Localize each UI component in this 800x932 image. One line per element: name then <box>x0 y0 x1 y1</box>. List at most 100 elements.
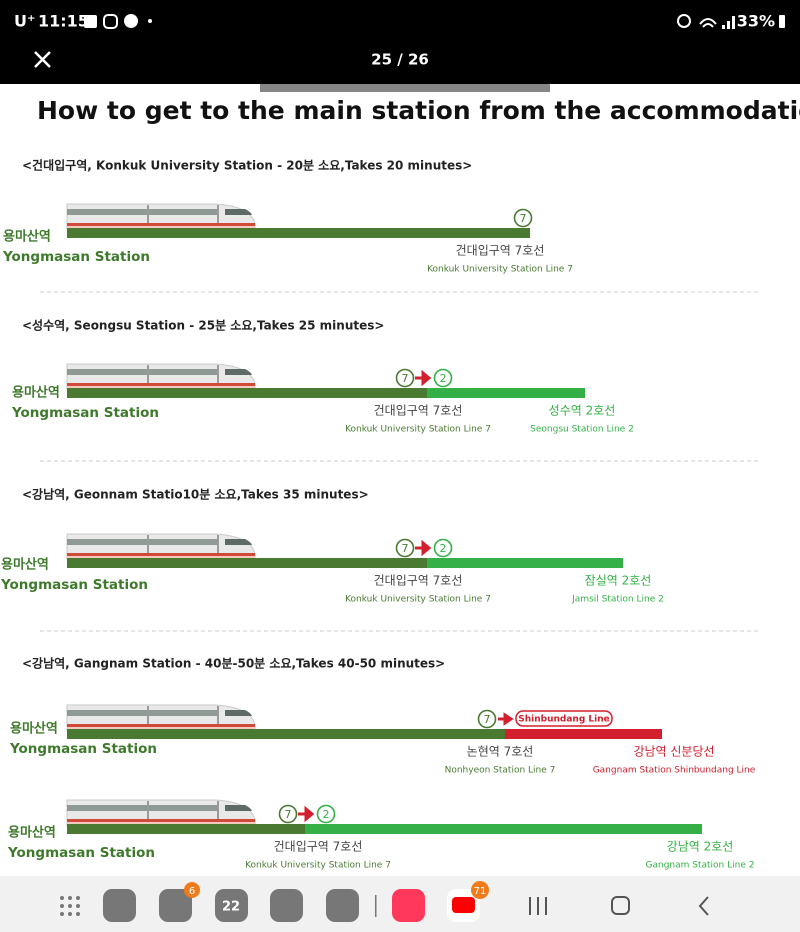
train <box>66 203 256 231</box>
line-number: 7 <box>484 713 491 726</box>
line-badge <box>433 538 453 558</box>
station-name-en: Seongsu Station Line 2 <box>530 425 634 435</box>
transfer-arrow <box>298 805 315 823</box>
station-name-en: Konkuk University Station Line 7 <box>345 595 491 605</box>
origin-name: 용마산역 <box>10 721 58 737</box>
clock: 11:15 <box>38 12 89 31</box>
line-badge <box>395 368 415 388</box>
train <box>66 704 256 732</box>
youtube-logo <box>452 897 475 913</box>
line-number: 2 <box>440 372 447 385</box>
line-segment <box>67 729 505 739</box>
origin-name-en: Yongmasan Station <box>7 845 155 861</box>
line-number: 7 <box>402 372 409 385</box>
notification-badge <box>184 882 200 898</box>
line-badge <box>433 368 453 388</box>
station-name: 논현역 7호선 <box>467 745 534 759</box>
station-name-en: Gangnam Station Line 2 <box>646 861 755 871</box>
station-name-en: Konkuk University Station Line 7 <box>245 861 391 871</box>
origin-name: 용마산역 <box>3 229 51 245</box>
line-badge <box>316 804 336 824</box>
train <box>66 533 256 561</box>
station-name-en: Konkuk University Station Line 7 <box>427 265 573 275</box>
line-segment <box>67 558 427 568</box>
station-name-en: Konkuk University Station Line 7 <box>345 425 491 435</box>
home-button[interactable] <box>611 896 630 915</box>
gallery-app[interactable] <box>270 889 303 922</box>
airbnb-app[interactable] <box>392 889 425 922</box>
origin-name: 용마산역 <box>8 825 56 841</box>
carrier: U⁺ <box>14 12 35 31</box>
section-header: <강남역, Gangnam Station - 40분-50분 소요,Takes… <box>22 656 445 671</box>
station-name: 강남역 신분당선 <box>633 745 714 759</box>
status-icon <box>722 16 735 29</box>
recents-button[interactable] <box>529 897 547 915</box>
page-counter: 25 / 26 <box>371 51 429 69</box>
station-name: 건대입구역 7호선 <box>374 574 463 588</box>
line-number: 7 <box>402 542 409 555</box>
top-bar <box>0 0 800 84</box>
status-icon <box>699 18 717 28</box>
status-icon <box>103 14 118 29</box>
transfer-arrow <box>498 712 514 726</box>
line-segment <box>67 824 305 834</box>
status-icon <box>148 19 152 23</box>
divider <box>375 895 377 917</box>
line-badge <box>513 208 533 228</box>
transfer-arrow <box>415 539 432 557</box>
transfer-arrow <box>415 369 432 387</box>
title: How to get to the main station from the … <box>37 96 800 125</box>
station-name: 잠실역 2호선 <box>585 574 652 588</box>
station-name-en: Gangnam Station Shinbundang Line <box>593 766 756 776</box>
line-badge <box>395 538 415 558</box>
close-button[interactable] <box>34 51 51 68</box>
messages-app[interactable] <box>159 889 192 922</box>
transfer-label: Shinbundang Line <box>518 715 609 725</box>
battery: 33% <box>737 12 775 31</box>
train <box>66 363 256 391</box>
line-number: 7 <box>520 212 527 225</box>
notification-badge <box>471 881 489 899</box>
app-grid[interactable] <box>60 896 80 916</box>
station-name: 건대입구역 7호선 <box>274 840 363 854</box>
back-button[interactable] <box>698 896 709 916</box>
line-badge <box>278 804 298 824</box>
camera-app[interactable] <box>326 889 359 922</box>
badge-count: 6 <box>189 886 195 897</box>
origin-name-en: Yongmasan Station <box>0 577 148 593</box>
train <box>66 799 256 827</box>
line-segment <box>67 388 427 398</box>
status-icon <box>677 14 691 28</box>
origin-name-en: Yongmasan Station <box>11 405 159 421</box>
line-segment <box>505 729 662 739</box>
line-badge <box>477 709 497 729</box>
origin-name: 용마산역 <box>1 557 49 573</box>
taskbar-icons <box>60 889 709 922</box>
battery-icon <box>779 15 785 28</box>
line-segment <box>427 388 585 398</box>
status-icon <box>124 14 138 28</box>
station-name-en: Jamsil Station Line 2 <box>571 595 664 605</box>
line-segment <box>305 824 702 834</box>
badge-count: 71 <box>474 886 487 897</box>
line-segment <box>427 558 623 568</box>
station-name: 성수역 2호선 <box>549 404 616 418</box>
line-number: 7 <box>285 808 292 821</box>
line-segment <box>67 228 530 238</box>
calendar-date: 22 <box>222 900 240 915</box>
section-header: <성수역, Seongsu Station - 25분 소요,Takes 25 … <box>22 318 384 333</box>
phone-app[interactable] <box>103 889 136 922</box>
station-name: 건대입구역 7호선 <box>374 404 463 418</box>
cropped-heading <box>260 84 550 92</box>
station-name: 건대입구역 7호선 <box>456 244 545 258</box>
status-icon <box>84 15 97 28</box>
calendar-app[interactable] <box>215 889 248 922</box>
line-number: 2 <box>440 542 447 555</box>
origin-name-en: Yongmasan Station <box>9 741 157 757</box>
station-name: 강남역 2호선 <box>667 840 734 854</box>
section-header: <강남역, Geonnam Statio10분 소요,Takes 35 minu… <box>22 487 369 502</box>
origin-name-en: Yongmasan Station <box>2 249 150 265</box>
transfer-label-box <box>515 710 613 727</box>
